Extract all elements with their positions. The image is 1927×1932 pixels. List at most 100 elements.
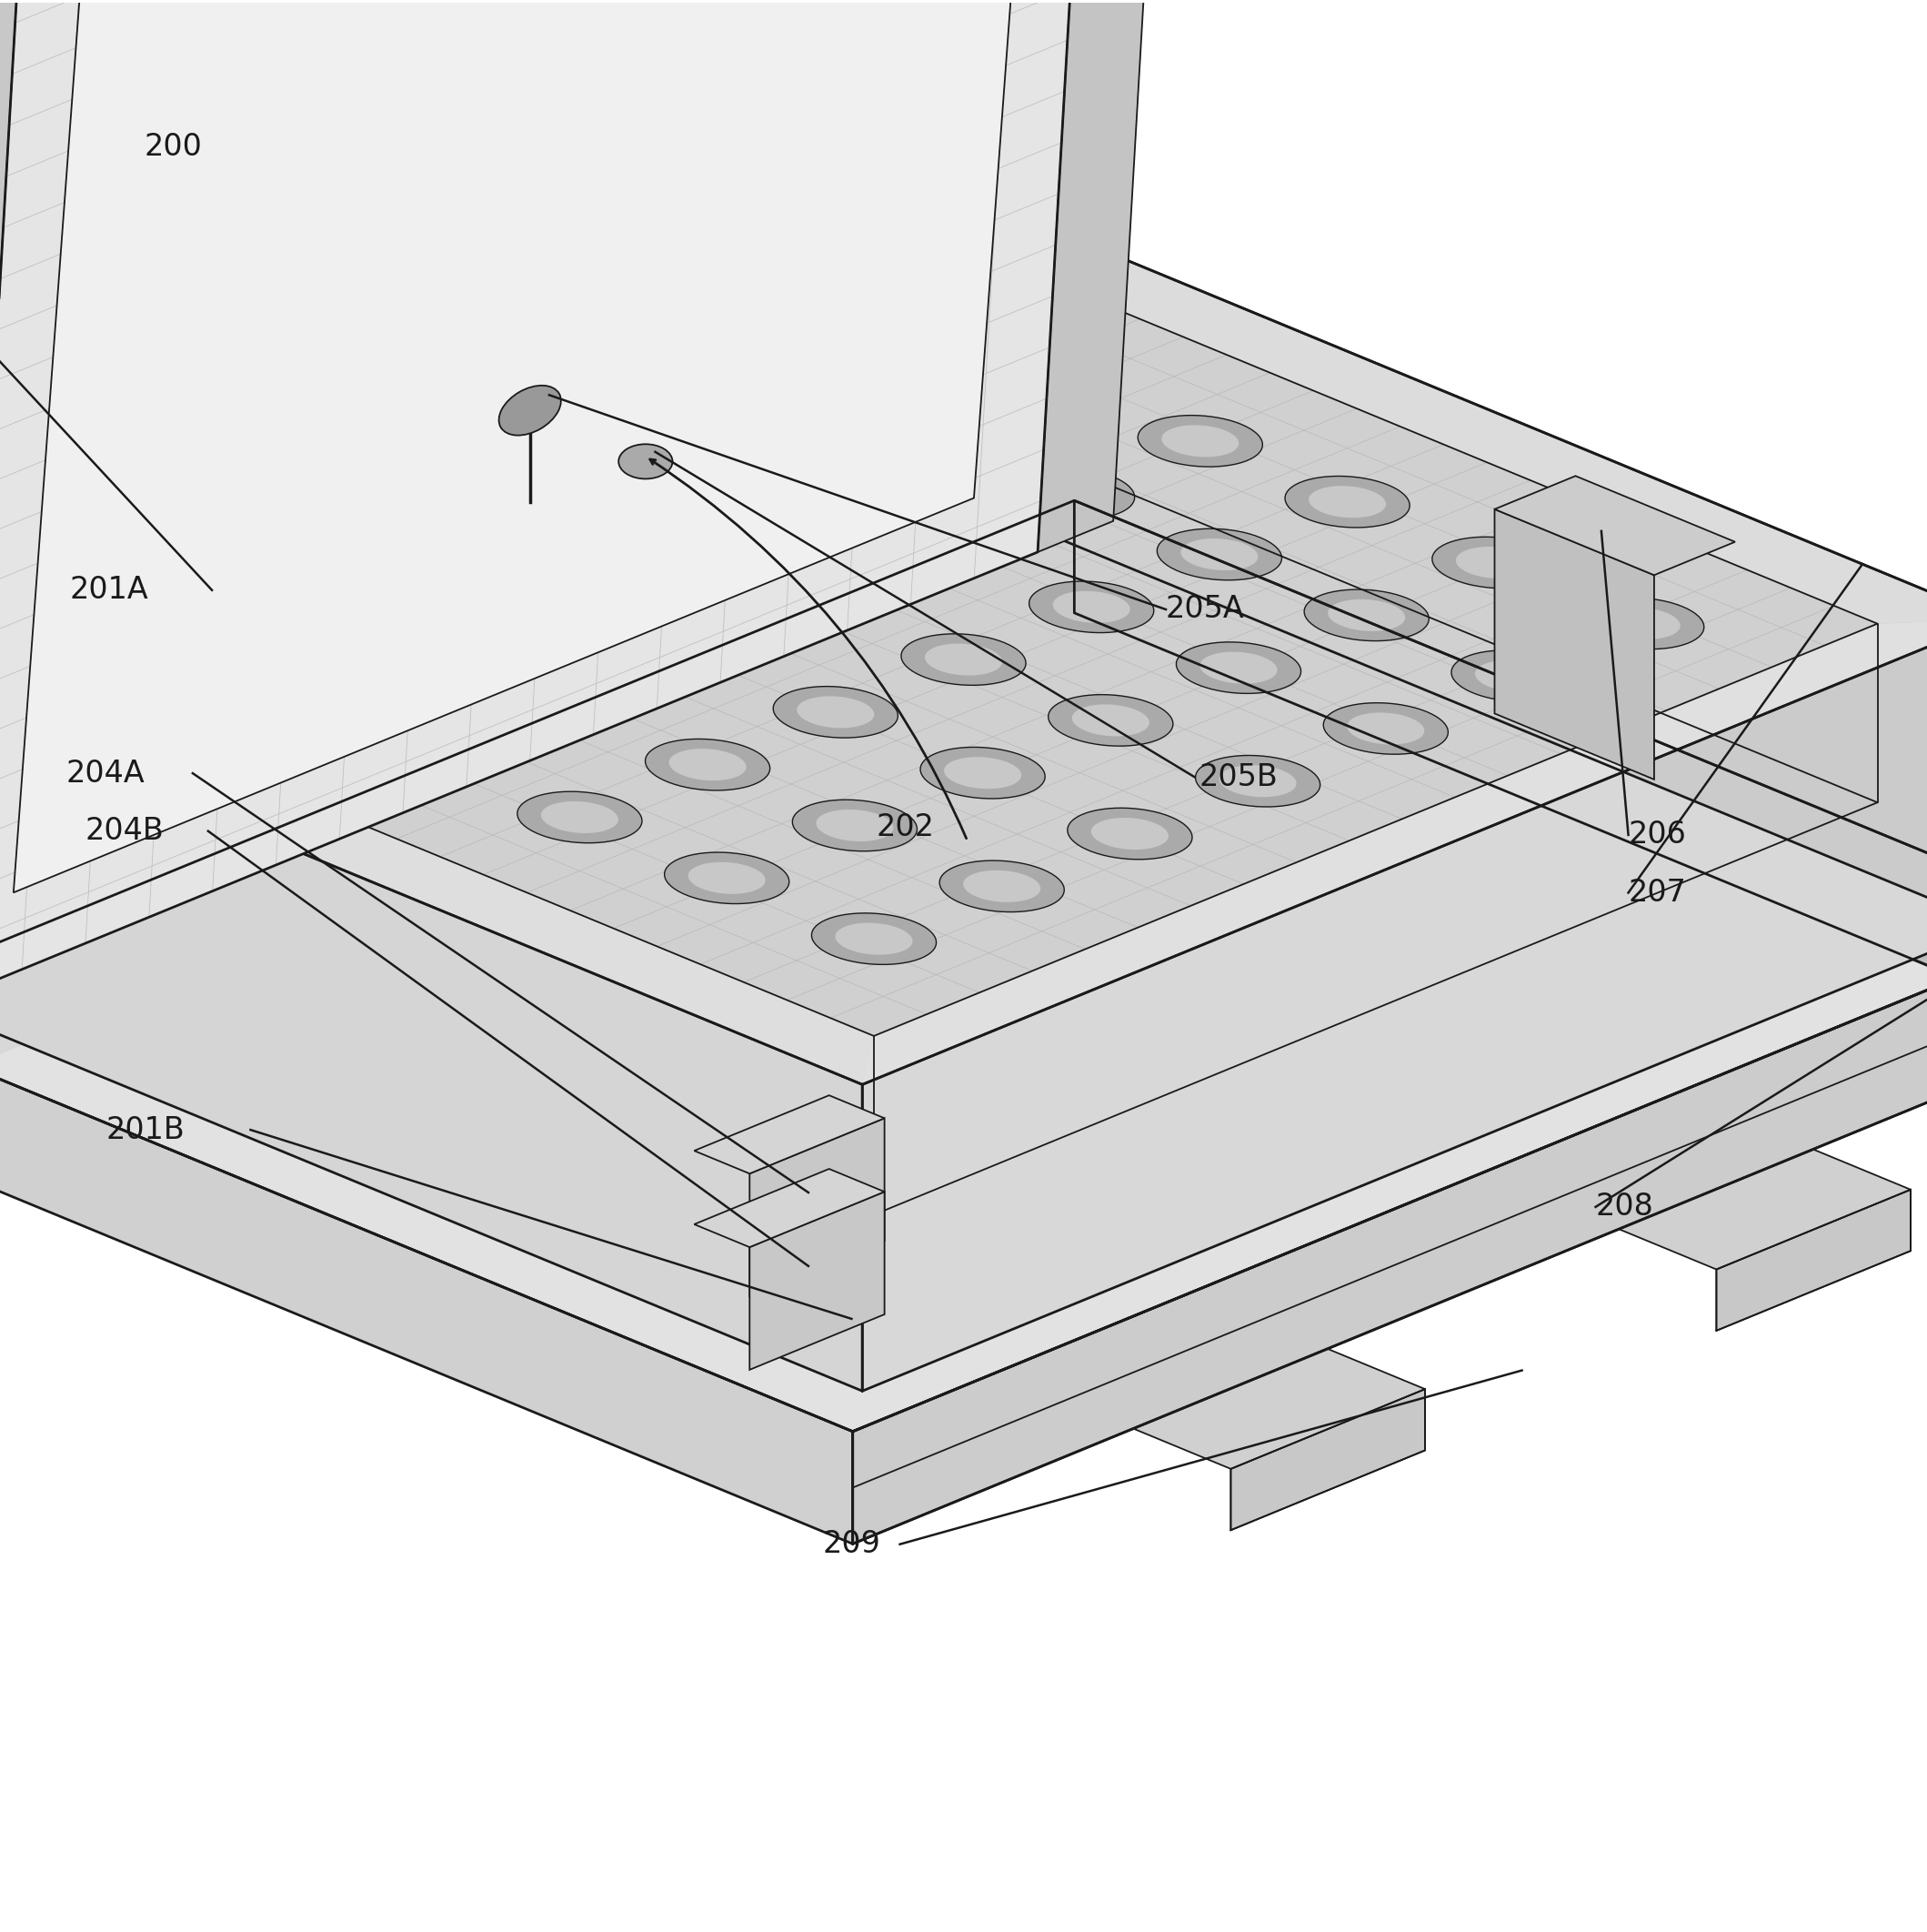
Polygon shape [247, 680, 324, 711]
Polygon shape [902, 634, 1025, 686]
Polygon shape [1347, 713, 1424, 744]
Polygon shape [503, 574, 580, 607]
Polygon shape [1305, 589, 1430, 641]
Polygon shape [646, 738, 771, 790]
Polygon shape [1162, 425, 1239, 458]
Polygon shape [925, 643, 1002, 676]
Text: 204A: 204A [66, 757, 145, 788]
Polygon shape [792, 800, 917, 852]
Text: 204B: 204B [85, 815, 164, 846]
Polygon shape [1052, 234, 1927, 624]
Polygon shape [1075, 500, 1927, 1034]
Polygon shape [694, 1169, 884, 1248]
Polygon shape [1133, 1349, 1426, 1468]
Polygon shape [1052, 591, 1129, 622]
Polygon shape [1580, 597, 1703, 649]
Polygon shape [665, 852, 790, 904]
Polygon shape [497, 678, 622, 730]
Polygon shape [883, 520, 1006, 572]
Polygon shape [669, 750, 746, 781]
Polygon shape [750, 1192, 884, 1370]
Polygon shape [0, 696, 875, 1084]
Text: 205B: 205B [1199, 761, 1278, 792]
Polygon shape [1619, 1150, 1912, 1269]
Text: 201B: 201B [106, 1115, 185, 1146]
Polygon shape [480, 564, 603, 616]
Polygon shape [649, 636, 726, 667]
Polygon shape [1324, 703, 1449, 753]
Text: 206: 206 [1628, 819, 1686, 850]
Polygon shape [351, 618, 476, 668]
Polygon shape [759, 469, 836, 500]
Polygon shape [940, 860, 1064, 912]
Polygon shape [0, 500, 1075, 1122]
Polygon shape [779, 583, 856, 614]
Polygon shape [516, 792, 642, 842]
Polygon shape [798, 696, 875, 728]
Polygon shape [0, 0, 31, 1026]
Polygon shape [1285, 475, 1411, 527]
Text: 207: 207 [1628, 877, 1686, 908]
Polygon shape [1037, 0, 1185, 553]
Polygon shape [1603, 607, 1680, 639]
Polygon shape [734, 460, 859, 512]
Polygon shape [1156, 529, 1281, 580]
Polygon shape [1010, 468, 1135, 520]
Polygon shape [0, 500, 1927, 1432]
Polygon shape [863, 618, 1927, 1084]
Polygon shape [607, 512, 732, 564]
Polygon shape [944, 757, 1021, 788]
Text: 205A: 205A [1166, 595, 1245, 624]
Polygon shape [694, 1095, 884, 1173]
Polygon shape [1328, 599, 1405, 632]
Polygon shape [0, 234, 1064, 699]
Polygon shape [13, 0, 1054, 893]
Ellipse shape [619, 444, 673, 479]
Polygon shape [863, 618, 1927, 1391]
Polygon shape [1029, 582, 1154, 632]
Polygon shape [811, 914, 937, 964]
Polygon shape [688, 862, 765, 895]
Polygon shape [1308, 485, 1386, 518]
Polygon shape [1033, 477, 1112, 510]
Polygon shape [773, 686, 898, 738]
Polygon shape [370, 730, 495, 782]
Polygon shape [224, 670, 347, 721]
Polygon shape [1717, 1190, 1912, 1331]
Polygon shape [1231, 1389, 1426, 1530]
Polygon shape [1495, 475, 1734, 576]
Polygon shape [1014, 365, 1093, 396]
Text: 201A: 201A [69, 576, 148, 605]
Polygon shape [541, 802, 619, 833]
Polygon shape [990, 355, 1116, 406]
Polygon shape [1091, 817, 1168, 850]
Polygon shape [1201, 651, 1278, 684]
Polygon shape [1474, 661, 1553, 692]
Polygon shape [852, 922, 1927, 1544]
Polygon shape [374, 628, 453, 659]
Polygon shape [1457, 547, 1534, 578]
Polygon shape [1220, 765, 1297, 798]
Polygon shape [50, 284, 1877, 1036]
Polygon shape [1068, 808, 1193, 860]
Polygon shape [906, 529, 983, 562]
Polygon shape [1181, 539, 1258, 570]
Ellipse shape [499, 386, 561, 435]
Text: 200: 200 [145, 131, 202, 162]
Polygon shape [0, 0, 1110, 995]
Polygon shape [964, 869, 1041, 902]
Polygon shape [0, 1010, 852, 1544]
Text: 209: 209 [823, 1530, 881, 1559]
Polygon shape [750, 1119, 884, 1296]
Polygon shape [1195, 755, 1320, 808]
Polygon shape [0, 0, 31, 1026]
Polygon shape [1495, 510, 1653, 779]
Text: 202: 202 [877, 811, 935, 842]
Polygon shape [393, 740, 472, 773]
Polygon shape [0, 234, 1064, 1007]
Polygon shape [921, 748, 1044, 798]
Polygon shape [817, 810, 894, 840]
Polygon shape [1432, 537, 1557, 589]
Text: 208: 208 [1596, 1192, 1653, 1221]
Polygon shape [630, 522, 707, 554]
